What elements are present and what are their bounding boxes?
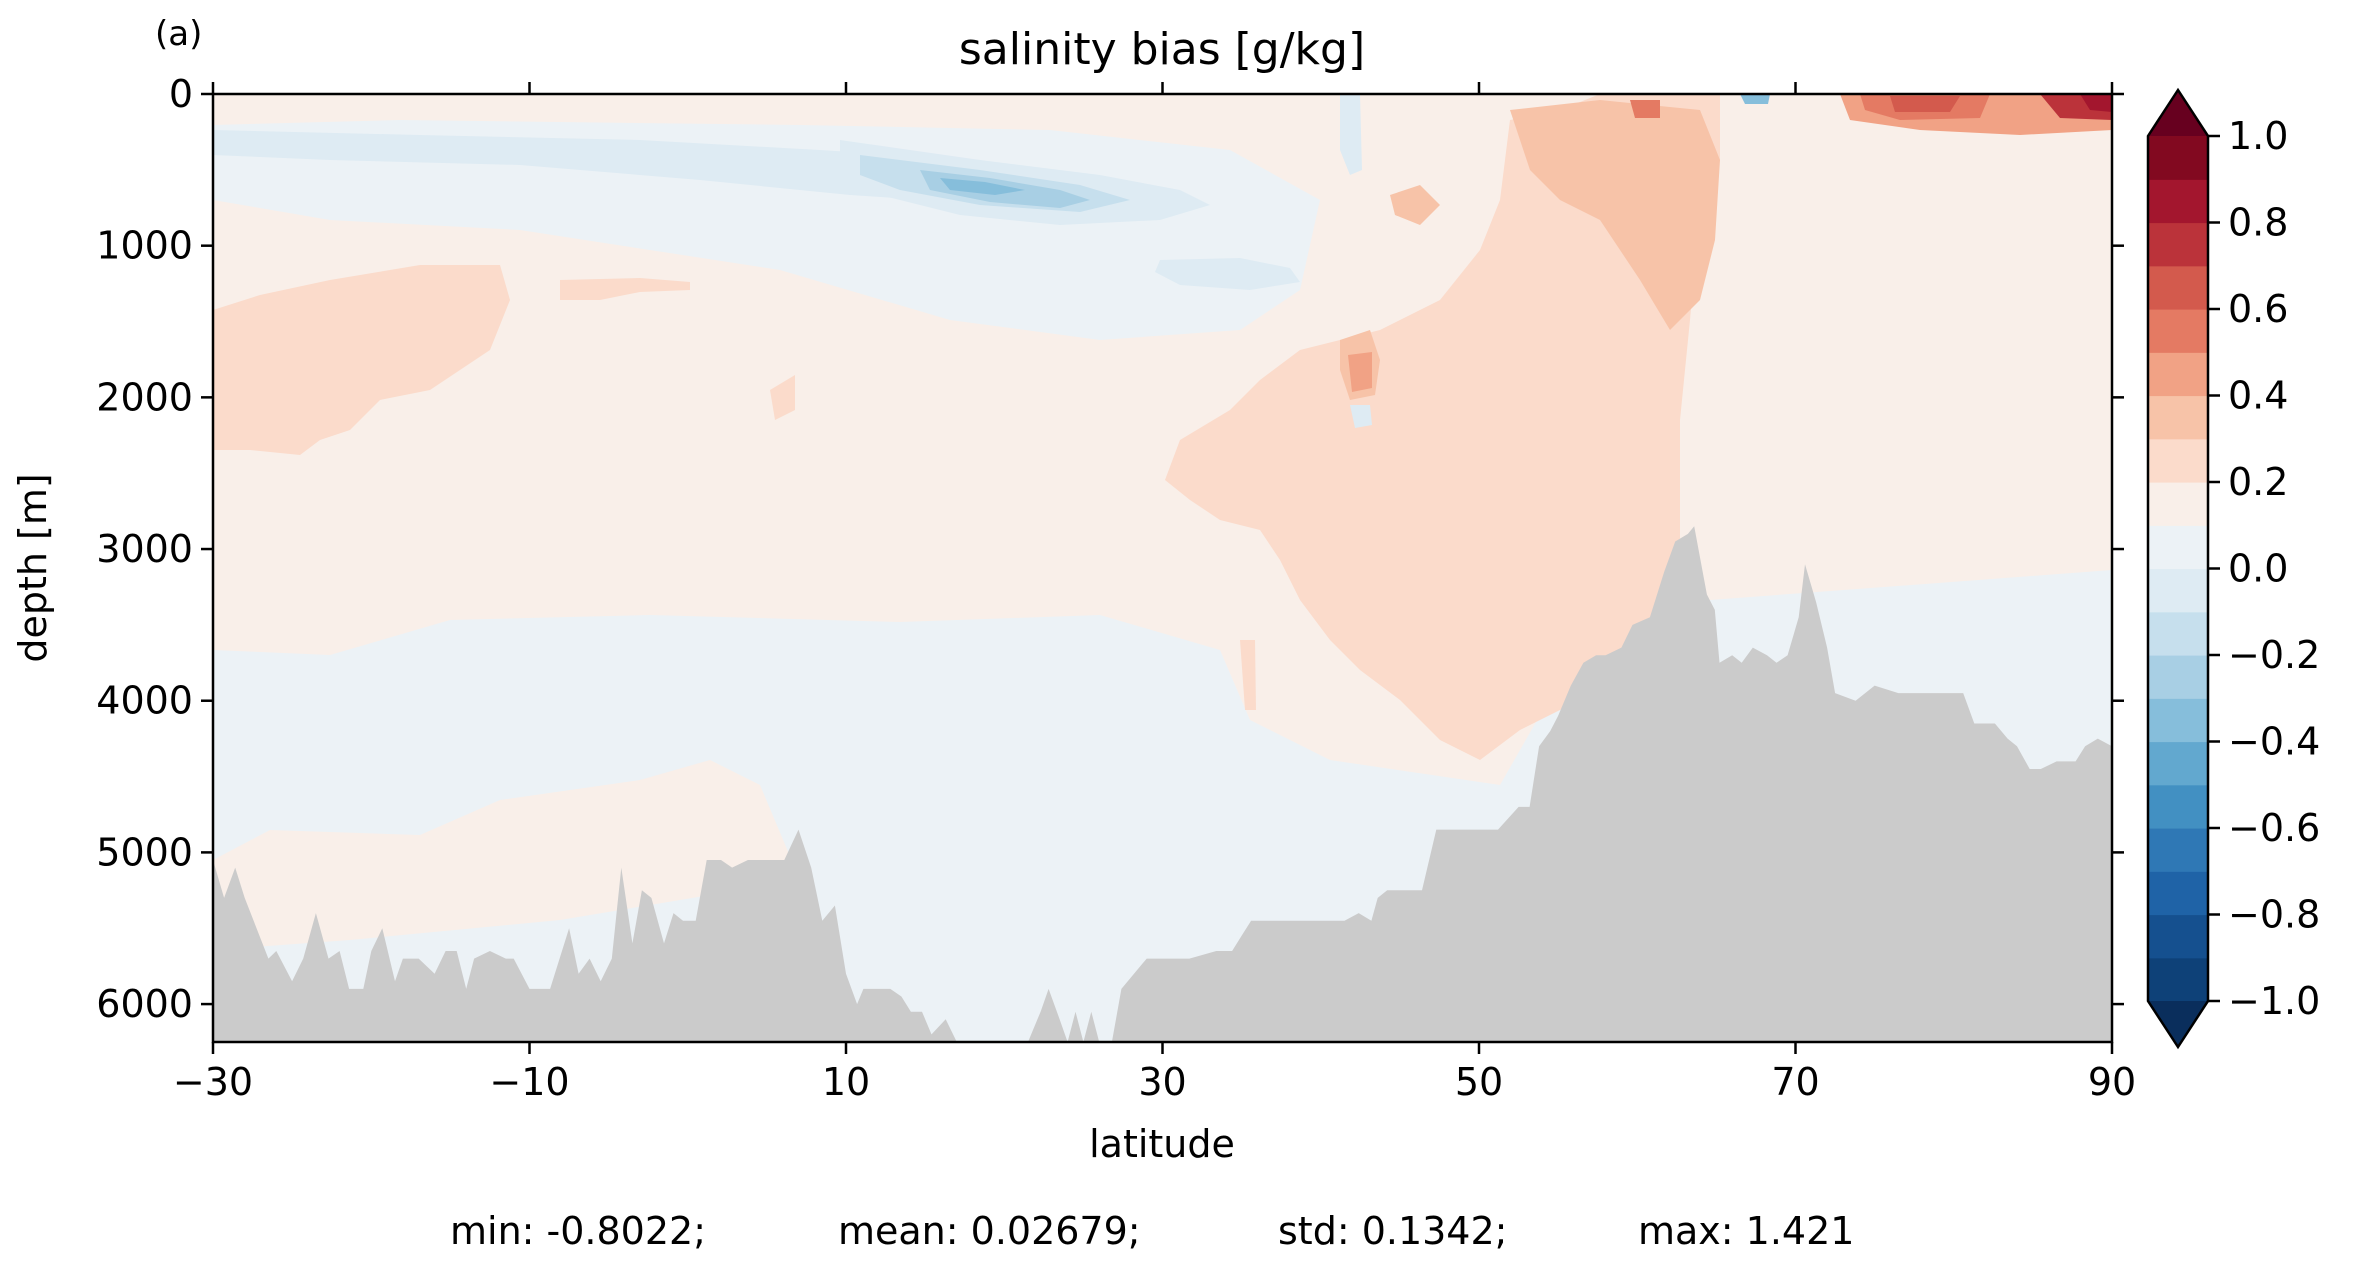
x-tick-label: −30 (173, 1060, 253, 1104)
colorbar-segment (2148, 611, 2208, 656)
colorbar-tick-label: −0.8 (2228, 893, 2320, 937)
colorbar-segment (2148, 265, 2208, 310)
x-tick-label: 90 (2088, 1060, 2136, 1104)
colorbar-tick-label: −0.2 (2228, 633, 2320, 677)
colorbar-tick-label: 1.0 (2228, 114, 2288, 158)
colorbar-segment (2148, 179, 2208, 224)
stat-min: min: -0.8022; (450, 1209, 706, 1253)
x-axis-label: latitude (1089, 1122, 1235, 1166)
colorbar-segment (2148, 871, 2208, 916)
y-tick-label: 0 (169, 72, 193, 116)
y-tick-label: 1000 (96, 224, 193, 268)
colorbar-segment (2148, 395, 2208, 440)
colorbar-tick-label: 0.6 (2228, 287, 2288, 331)
bathymetry-mask (213, 526, 2112, 1042)
y-tick-label: 5000 (96, 830, 193, 874)
y-tick-label: 6000 (96, 982, 193, 1026)
x-axis-ticks: −30 −10 10 30 50 70 90 (173, 82, 2136, 1104)
colorbar-segment (2148, 525, 2208, 570)
colorbar-segment (2148, 741, 2208, 786)
colorbar-tick-label: 0.8 (2228, 201, 2288, 245)
colorbar-tick-label: 0.2 (2228, 460, 2288, 504)
colorbar-segment (2148, 222, 2208, 267)
colorbar-tick-label: 0.0 (2228, 547, 2288, 591)
x-tick-label: 70 (1771, 1060, 1819, 1104)
colorbar-segment (2148, 828, 2208, 872)
panel-label: (a) (155, 14, 202, 54)
y-tick-label: 4000 (96, 679, 193, 723)
y-tick-label: 2000 (96, 375, 193, 419)
y-axis-ticks: 0 1000 2000 3000 4000 5000 6000 (96, 72, 2124, 1026)
colorbar-segment (2148, 655, 2208, 699)
colorbar-segment (2148, 438, 2208, 483)
colorbar-segment (2148, 784, 2208, 829)
chart-title: salinity bias [g/kg] (959, 24, 1365, 75)
colorbar-segment (2148, 957, 2208, 1002)
colorbar-over-arrow (2148, 90, 2208, 136)
y-tick-label: 3000 (96, 527, 193, 571)
colorbar-segment (2148, 914, 2208, 959)
x-tick-label: −10 (489, 1060, 569, 1104)
colorbar-segment (2148, 309, 2208, 353)
x-tick-label: 30 (1138, 1060, 1186, 1104)
colorbar-tick-label: −0.4 (2228, 720, 2320, 764)
colorbar-segment (2148, 698, 2208, 743)
y-axis-label: depth [m] (11, 473, 55, 662)
colorbar-segment (2148, 352, 2208, 397)
colorbar-segment (2148, 136, 2208, 180)
stat-mean: mean: 0.02679; (838, 1209, 1141, 1253)
colorbar-tick-label: 0.4 (2228, 374, 2288, 418)
stat-max: max: 1.421 (1638, 1209, 1854, 1253)
colorbar-tick-label: −1.0 (2228, 979, 2320, 1023)
x-tick-label: 50 (1455, 1060, 1503, 1104)
colorbar-segment (2148, 482, 2208, 526)
colorbar-segment (2148, 568, 2208, 613)
colorbar-under-arrow (2148, 1001, 2208, 1047)
x-tick-label: 10 (822, 1060, 870, 1104)
colorbar-tick-label: −0.6 (2228, 806, 2320, 850)
colorbar: 1.0 0.8 0.6 0.4 0.2 0.0 −0.2 −0.4 −0.6 −0.8 −1.0 (2146, 87, 2320, 1050)
stat-std: std: 0.1342; (1278, 1209, 1507, 1253)
